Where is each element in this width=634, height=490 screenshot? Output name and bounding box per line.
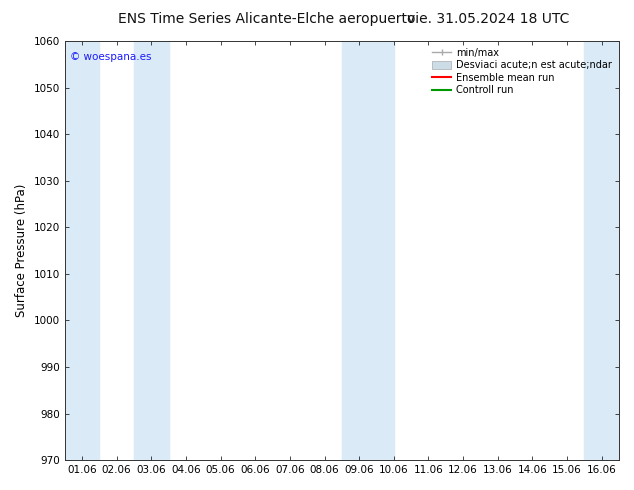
Bar [65, 41, 100, 460]
Bar [585, 41, 619, 460]
Y-axis label: Surface Pressure (hPa): Surface Pressure (hPa) [15, 184, 28, 318]
Bar [342, 41, 394, 460]
Legend: min/max, Desviaci acute;n est acute;ndar, Ensemble mean run, Controll run: min/max, Desviaci acute;n est acute;ndar… [430, 46, 614, 97]
Text: ENS Time Series Alicante-Elche aeropuerto: ENS Time Series Alicante-Elche aeropuert… [117, 12, 415, 26]
Text: vie. 31.05.2024 18 UTC: vie. 31.05.2024 18 UTC [407, 12, 569, 26]
Text: © woespana.es: © woespana.es [70, 51, 152, 62]
Bar [134, 41, 169, 460]
